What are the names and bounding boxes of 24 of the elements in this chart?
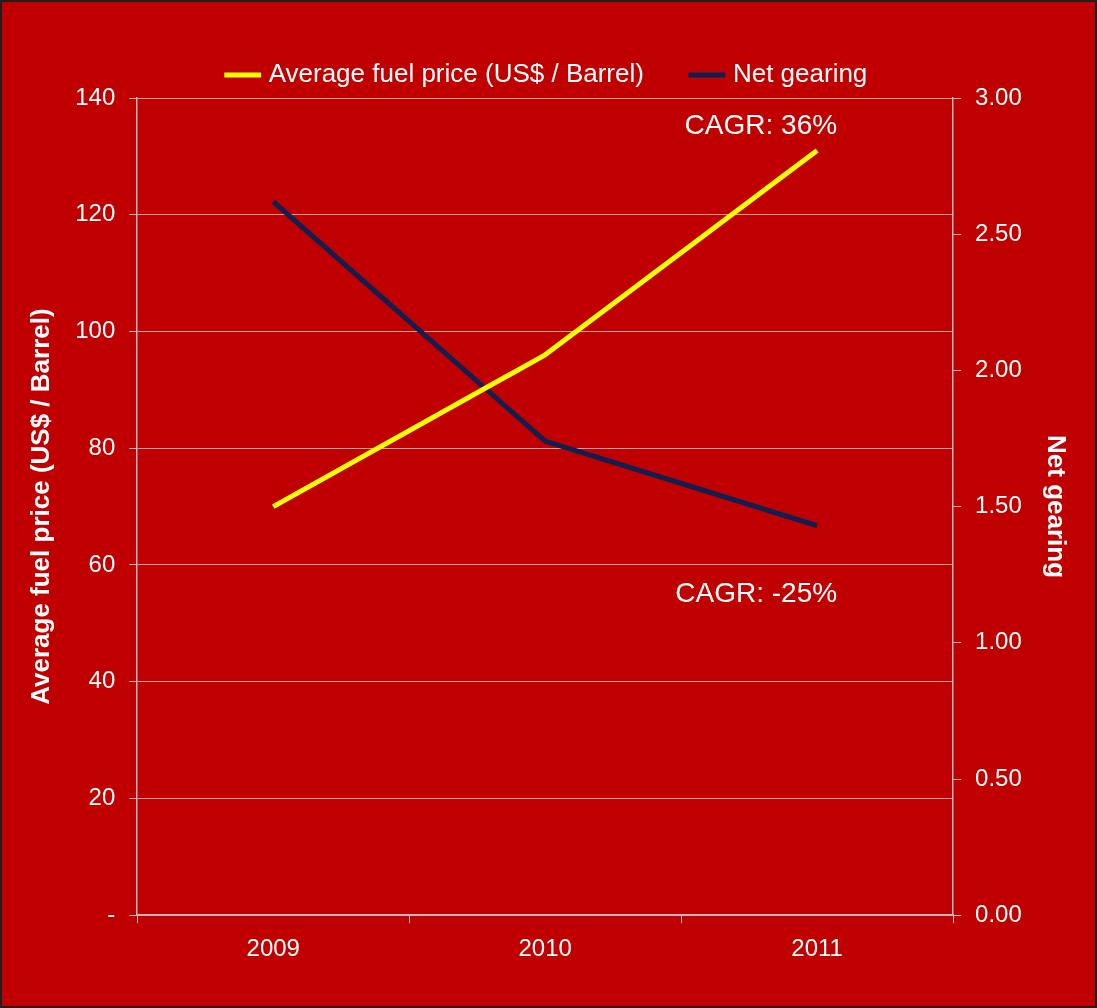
- y-tick-label: 40: [88, 666, 116, 694]
- y2-tick-label: 0.00: [975, 899, 1022, 927]
- y-tick-label: 100: [75, 316, 116, 344]
- y-tick-label: 120: [75, 199, 116, 227]
- x-tick-label: 2011: [791, 934, 843, 962]
- y2-axis-title: Net gearing: [1042, 435, 1073, 579]
- annotation: CAGR: -25%: [675, 577, 838, 609]
- y2-tick-label: 0.50: [975, 763, 1022, 791]
- y-axis-title: Average fuel price (US$ / Barrel): [24, 308, 55, 705]
- y-tick-label: -: [107, 899, 116, 927]
- annotation: CAGR: 36%: [684, 109, 838, 141]
- y-tick-label: 80: [88, 432, 116, 460]
- y2-tick-label: 3.00: [975, 82, 1022, 110]
- legend-label: Average fuel price (US$ / Barrel): [268, 58, 644, 89]
- y2-tick-label: 2.50: [975, 218, 1022, 246]
- y2-tick-label: 1.50: [975, 491, 1022, 519]
- x-tick-label: 2010: [518, 934, 572, 962]
- y2-tick-label: 2.00: [975, 355, 1022, 383]
- legend-label: Net gearing: [732, 58, 868, 89]
- y-tick-label: 140: [75, 82, 116, 110]
- y-tick-label: 20: [88, 783, 116, 811]
- x-tick-label: 2009: [246, 934, 300, 962]
- y-tick-label: 60: [88, 549, 116, 577]
- y2-tick-label: 1.00: [975, 627, 1022, 655]
